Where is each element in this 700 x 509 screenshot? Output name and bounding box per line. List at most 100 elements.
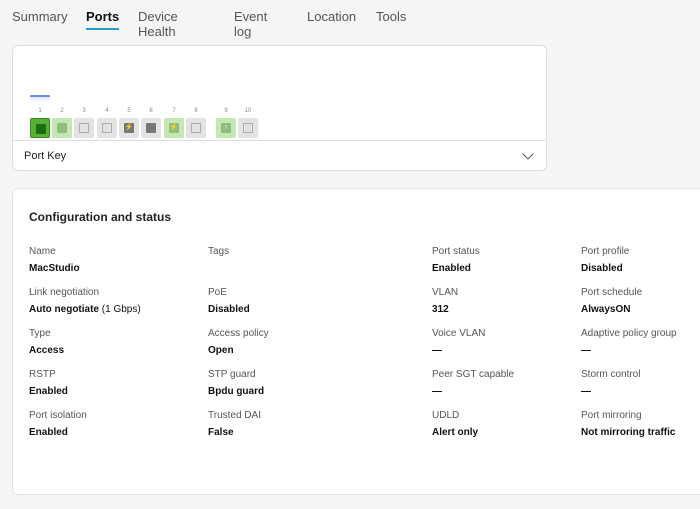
field-value: ​ [208,263,378,274]
port-number: 1 [38,108,42,114]
field-link-negotiation: Link negotiation Auto negotiate (1 Gbps)​ [29,287,199,315]
tab-location[interactable]: Location [307,9,357,24]
port-number: 7 [172,108,176,114]
field-label: Link negotiation [29,287,100,298]
field-name: Name MacStudio​ [29,246,199,274]
field-value-text: — [581,386,591,397]
port-status-icon [36,124,46,134]
port-status-icon: ⚡ [124,123,134,133]
field-voice-vlan: Voice VLAN —​ [432,328,602,356]
field-port-schedule: Port schedule AlwaysON​ [581,287,700,315]
field-access-policy: Access policy Open​ [208,328,378,356]
port-2[interactable]: 2 [51,108,73,138]
field-value: Bpdu guard​ [208,386,378,397]
field-peer-sgt-capable: Peer SGT capable —​ [432,369,602,397]
port-number: 3 [82,108,86,114]
field-poe: PoE Disabled​ [208,287,378,315]
field-value: Auto negotiate (1 Gbps)​ [29,304,199,315]
port-number: 8 [194,108,198,114]
port-number: 2 [60,108,64,114]
field-value: Enabled​ [432,263,602,274]
port-number: 5 [127,108,131,114]
section-title: Configuration and status [29,210,171,224]
field-value-text: Disabled [581,263,623,274]
port-8[interactable]: 8 [185,108,207,138]
field-udld: UDLD Alert only​ [432,410,602,438]
field-value: AlwaysON​ [581,304,700,315]
field-value: Not mirroring traffic​ [581,427,700,438]
port-1[interactable]: 1 [29,108,51,138]
tab-event-log[interactable]: Event log [234,9,268,39]
field-value: 312​ [432,304,602,315]
field-label: Port status [432,246,480,257]
port-key-label: Port Key [24,150,67,162]
field-value-text: Alert only [432,427,479,438]
field-value: Enabled​ [29,386,199,397]
field-type: Type Access​ [29,328,199,356]
field-value-text: Enabled [29,427,68,438]
field-value-text: 312 [432,304,449,315]
field-label: Voice VLAN [432,328,486,339]
port-10[interactable]: 10 [237,108,259,138]
field-label: Tags [208,246,230,257]
port-number: 6 [149,108,153,114]
port-9[interactable]: 9 ↑ [215,108,237,138]
field-value: Alert only​ [432,427,602,438]
field-label: UDLD [432,410,460,421]
port-icon [52,118,72,138]
port-icon [30,118,50,138]
field-value-text: Bpdu guard [208,386,265,397]
port-5[interactable]: 5 ⚡ [118,108,140,138]
field-value-text: AlwaysON [581,304,631,315]
field-value-extra: (1 Gbps) [99,304,141,315]
field-value-text: MacStudio [29,263,80,274]
port-6[interactable]: 6 [140,108,162,138]
port-icon [238,118,258,138]
tab-tools[interactable]: Tools [376,9,407,24]
port-number: 9 [224,108,228,114]
port-status-icon [146,123,156,133]
field-label: Name [29,246,56,257]
field-label: Trusted DAI [208,410,261,421]
port-7[interactable]: 7 ⚡ [163,108,185,138]
field-vlan: VLAN 312​ [432,287,602,315]
field-value-text: Not mirroring traffic [581,427,676,438]
field-label: PoE [208,287,227,298]
field-stp-guard: STP guard Bpdu guard​ [208,369,378,397]
tab-device-health[interactable]: Device Health [138,9,178,39]
field-value: Disabled​ [581,263,700,274]
field-value-text: Enabled [432,263,471,274]
field-value-text: — [432,386,442,397]
field-value-text: Open [208,345,234,356]
field-port-status: Port status Enabled​ [432,246,602,274]
field-label: Port isolation [29,410,87,421]
tab-summary[interactable]: Summary [12,9,68,24]
port-icon: ↑ [216,118,236,138]
field-label: Access policy [208,328,269,339]
port-4[interactable]: 4 [96,108,118,138]
field-label: Port profile [581,246,630,257]
port-icon [186,118,206,138]
field-value: —​ [432,386,602,397]
port-icon: ⚡ [119,118,139,138]
field-value: —​ [581,345,700,356]
port-icon [141,118,161,138]
selected-port-indicator [30,95,50,103]
port-key-toggle[interactable]: Port Key [13,140,546,171]
field-value: —​ [432,345,602,356]
field-label: Storm control [581,369,641,380]
field-value: Access​ [29,345,199,356]
port-icon [97,118,117,138]
field-label: Type [29,328,51,339]
port-panel: 1 2 3 4 5 ⚡ 6 7 ⚡ 8 9 ↑ 10 Port Key [12,45,547,171]
field-tags: Tags ​ [208,246,378,274]
field-storm-control: Storm control —​ [581,369,700,397]
port-3[interactable]: 3 [73,108,95,138]
port-icon [74,118,94,138]
tab-ports[interactable]: Ports [86,9,120,30]
field-value-text: Disabled [208,304,250,315]
port-number: 10 [244,108,252,114]
port-status-icon: ⚡ [169,123,179,133]
port-status-icon [102,123,112,133]
field-value-text: — [432,345,442,356]
